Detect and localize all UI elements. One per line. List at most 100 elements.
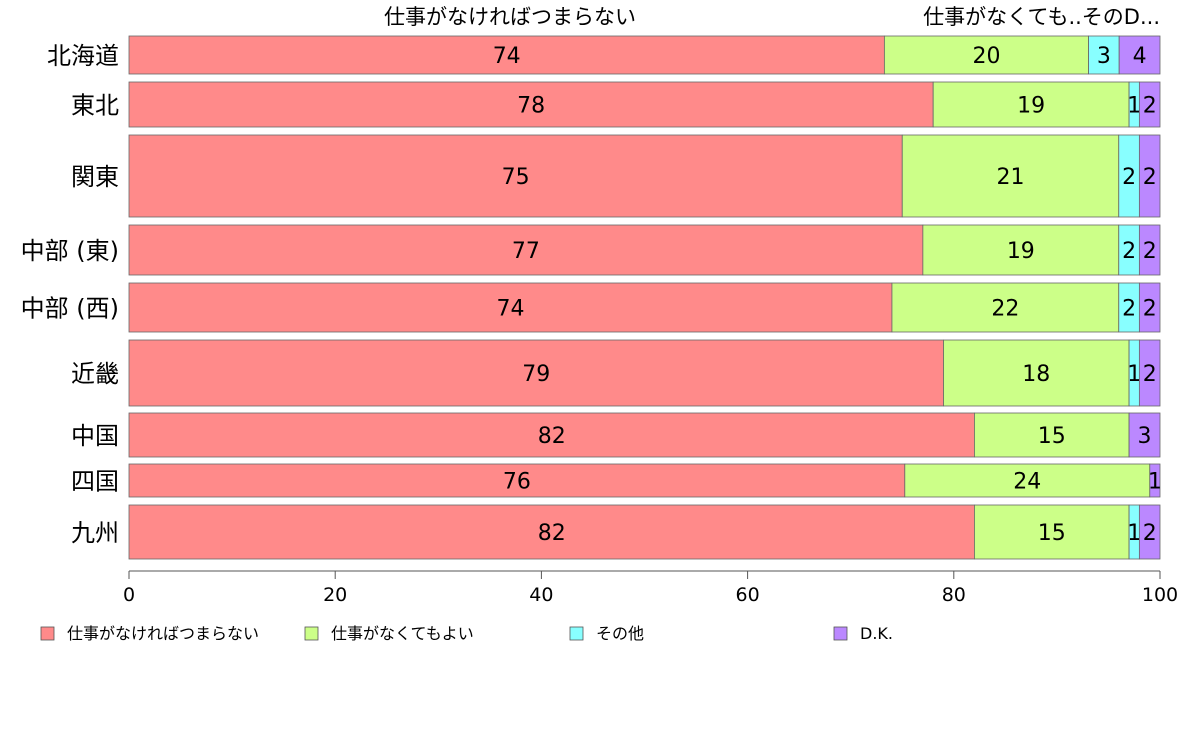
- value-label: 20: [972, 44, 1000, 69]
- bar-segment: [1138, 504, 1161, 560]
- bar-segment: [1138, 282, 1161, 333]
- bar-row: 北海道 74 20 3 4: [47, 35, 1161, 75]
- top-label: 仕事がなくても..そのD...: [923, 5, 1160, 29]
- value-label: 2: [1122, 239, 1136, 264]
- value-label: 82: [538, 424, 566, 449]
- legend-item: 仕事がなければつまらない: [40, 624, 259, 643]
- bar-segment: [1149, 463, 1161, 498]
- legend-label: D.K.: [860, 624, 893, 643]
- category-label: 東北: [71, 92, 119, 120]
- top-labels: 仕事がなければつまらない 仕事がなくても..そのD...: [384, 5, 1160, 29]
- value-label: 21: [997, 165, 1025, 190]
- bar-row: 関東 75 21 2 2: [71, 134, 1161, 218]
- bar-segment: [904, 463, 1151, 498]
- value-label: 1: [1148, 470, 1162, 495]
- legend-swatch: [569, 626, 584, 641]
- value-label: 15: [1038, 521, 1066, 546]
- legend: 仕事がなければつまらない 仕事がなくてもよい その他 D.K.: [40, 624, 893, 643]
- category-label: 近畿: [71, 360, 119, 388]
- bar-segment: [128, 134, 903, 218]
- bar-segment: [1138, 134, 1161, 218]
- tick-label: 100: [1142, 584, 1178, 606]
- value-label: 2: [1122, 165, 1136, 190]
- category-label: 中部 (東): [21, 237, 119, 265]
- value-label: 1: [1127, 362, 1141, 387]
- legend-label: その他: [596, 624, 644, 643]
- value-label: 3: [1097, 44, 1111, 69]
- legend-item: D.K.: [833, 624, 893, 643]
- value-label: 3: [1138, 424, 1152, 449]
- value-label: 22: [991, 297, 1019, 322]
- bar-segment: [901, 134, 1120, 218]
- value-label: 78: [517, 94, 545, 119]
- bars: 北海道 74 20 3 4東北 78 19 1 2関東 75 21 2 2中部 (東) 77 19 2 2中部 …: [21, 35, 1162, 560]
- bar-segment: [1088, 35, 1120, 75]
- bar-row: 中国 82 15 3: [71, 412, 1161, 458]
- legend-item: その他: [569, 624, 644, 643]
- value-label: 1: [1127, 521, 1141, 546]
- category-label: 四国: [71, 468, 119, 496]
- value-label: 2: [1143, 239, 1157, 264]
- bar-segment: [1138, 224, 1161, 276]
- value-label: 2: [1143, 94, 1157, 119]
- value-label: 15: [1038, 424, 1066, 449]
- category-label: 中国: [71, 422, 119, 450]
- legend-swatch: [833, 626, 848, 641]
- bar-row: 九州 82 15 1 2: [71, 504, 1161, 560]
- value-label: 2: [1143, 297, 1157, 322]
- x-axis: 0 20 40 60 80 100: [123, 570, 1178, 606]
- bar-segment: [128, 81, 934, 128]
- bar-segment: [128, 339, 944, 407]
- bar-segment: [943, 339, 1130, 407]
- bar-segment: [922, 224, 1120, 276]
- category-label: 九州: [71, 519, 119, 547]
- bar-segment: [128, 282, 893, 333]
- value-label: 19: [1007, 239, 1035, 264]
- value-label: 2: [1143, 362, 1157, 387]
- bar-segment: [1128, 412, 1161, 458]
- category-label: 北海道: [47, 42, 119, 70]
- value-label: 76: [503, 470, 531, 495]
- value-label: 2: [1143, 521, 1157, 546]
- legend-label: 仕事がなければつまらない: [67, 624, 259, 643]
- bar-row: 中部 (西) 74 22 2 2: [21, 282, 1161, 333]
- value-label: 79: [522, 362, 550, 387]
- bar-segment: [891, 282, 1120, 333]
- bar-row: 中部 (東) 77 19 2 2: [21, 224, 1161, 276]
- value-label: 75: [502, 165, 530, 190]
- value-label: 74: [493, 44, 521, 69]
- bar-row: 近畿 79 18 1 2: [71, 339, 1161, 407]
- top-label: 仕事がなければつまらない: [384, 5, 636, 29]
- tick-label: 0: [123, 584, 135, 606]
- value-label: 2: [1122, 297, 1136, 322]
- bar-segment: [883, 35, 1089, 75]
- value-label: 19: [1017, 94, 1045, 119]
- legend-swatch: [304, 626, 319, 641]
- bar-row: 四国 76 24 1: [71, 463, 1162, 498]
- value-label: 1: [1127, 94, 1141, 119]
- category-label: 関東: [71, 163, 119, 191]
- bar-segment: [1138, 339, 1161, 407]
- bar-row: 東北 78 19 1 2: [71, 81, 1161, 128]
- value-label: 24: [1013, 470, 1041, 495]
- tick-label: 20: [323, 584, 347, 606]
- bar-segment: [974, 504, 1130, 560]
- bar-segment: [128, 463, 906, 498]
- legend-label: 仕事がなくてもよい: [331, 624, 474, 643]
- tick-label: 40: [529, 584, 553, 606]
- bar-segment: [1118, 35, 1161, 75]
- bar-segment: [128, 504, 975, 560]
- bar-segment: [128, 35, 885, 75]
- bar-segment: [974, 412, 1130, 458]
- value-label: 74: [496, 297, 524, 322]
- value-label: 18: [1022, 362, 1050, 387]
- legend-item: 仕事がなくてもよい: [304, 624, 474, 643]
- bar-segment: [1138, 81, 1161, 128]
- tick-label: 80: [942, 584, 966, 606]
- value-label: 82: [538, 521, 566, 546]
- value-label: 2: [1143, 165, 1157, 190]
- legend-swatch: [40, 626, 55, 641]
- value-label: 4: [1133, 44, 1147, 69]
- category-label: 中部 (西): [21, 295, 119, 323]
